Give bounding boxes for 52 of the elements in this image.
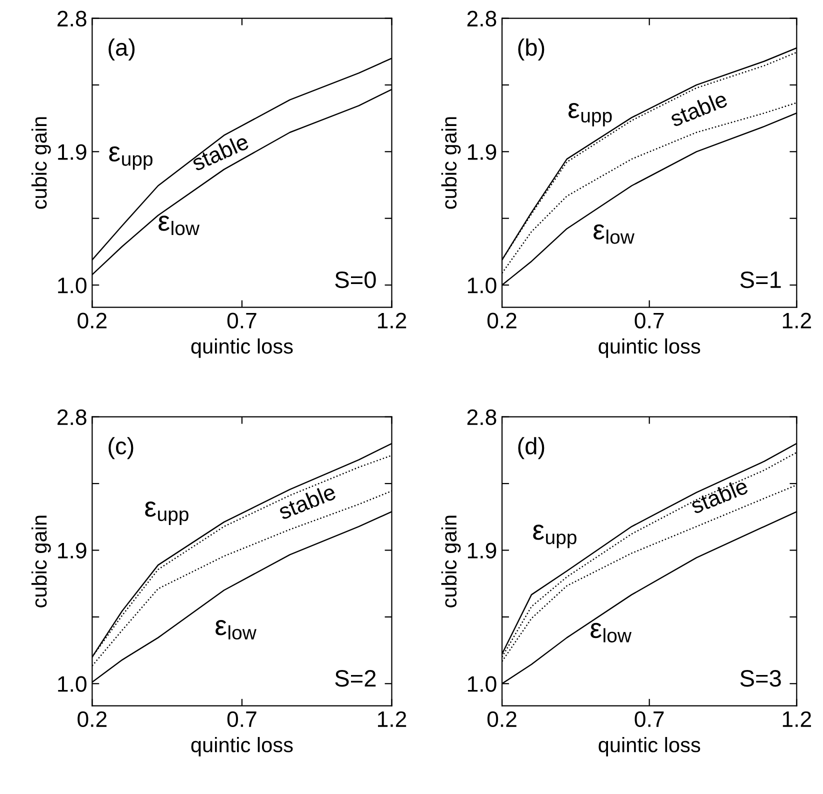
annotation: stable (190, 132, 250, 172)
x-tick-label: 0.7 (227, 312, 256, 328)
x-tick-label: 0.7 (634, 312, 664, 328)
annotation: ε$_{low}$ (594, 224, 634, 244)
annotation: ε$_{low}$ (158, 216, 200, 236)
y-tick-label: 1.0 (468, 278, 496, 294)
y-axis-title: cubic gain (31, 516, 51, 608)
annotation: stable (668, 90, 728, 128)
y-tick-label: 1.0 (58, 676, 86, 692)
x-tick-label: 1.2 (782, 312, 811, 328)
x-axis-title: quintic loss (598, 338, 700, 358)
y-tick-label: 2.8 (467, 409, 496, 426)
x-tick-label: 0.7 (634, 711, 664, 728)
y-tick-label: 2.8 (58, 10, 86, 27)
x-tick-label: 1.2 (782, 711, 811, 727)
x-axis-title: quintic loss (191, 737, 293, 756)
annotation: ε$_{upp}$ (533, 524, 576, 548)
x-tick-label: 0.2 (78, 711, 107, 728)
x-tick-label: 0.7 (227, 711, 256, 728)
annotation: ε$_{upp}$ (109, 146, 152, 170)
y-tick-label: 1.9 (468, 542, 496, 559)
annotation: ε$_{low}$ (216, 620, 256, 640)
y-tick-label: 1.0 (468, 676, 496, 692)
x-tick-label: 0.2 (487, 312, 516, 328)
annotation: (c) (108, 437, 134, 460)
y-tick-label: 2.8 (467, 10, 496, 27)
annotation: (a) (108, 38, 135, 60)
x-tick-label: 0.2 (78, 312, 107, 328)
x-tick-label: 0.2 (487, 711, 516, 728)
x-tick-label: 1.2 (378, 312, 406, 328)
annotation: ε$_{upp}$ (568, 102, 612, 126)
annotation: stable (689, 477, 749, 514)
annotation: S=0 (335, 271, 376, 288)
annotation: ε$_{low}$ (590, 622, 632, 642)
annotation: ε$_{upp}$ (145, 502, 188, 525)
y-tick-label: 2.8 (58, 409, 86, 426)
annotation: (b) (518, 38, 544, 60)
y-tick-label: 1.9 (58, 542, 86, 559)
y-tick-label: 1.9 (468, 144, 496, 160)
y-axis-title: cubic gain (441, 117, 461, 209)
annotation: S=3 (740, 670, 781, 687)
annotation: S=1 (740, 271, 781, 288)
y-axis-title: cubic gain (441, 516, 461, 608)
y-tick-label: 1.9 (58, 144, 86, 160)
y-axis-title: cubic gain (31, 117, 51, 209)
x-axis-title: quintic loss (191, 338, 293, 358)
x-axis-title: quintic loss (598, 737, 700, 756)
annotation: S=2 (335, 670, 376, 687)
x-tick-label: 1.2 (378, 711, 406, 727)
y-tick-label: 1.0 (58, 278, 86, 294)
annotation: stable (277, 483, 337, 520)
annotation: (d) (518, 437, 544, 460)
